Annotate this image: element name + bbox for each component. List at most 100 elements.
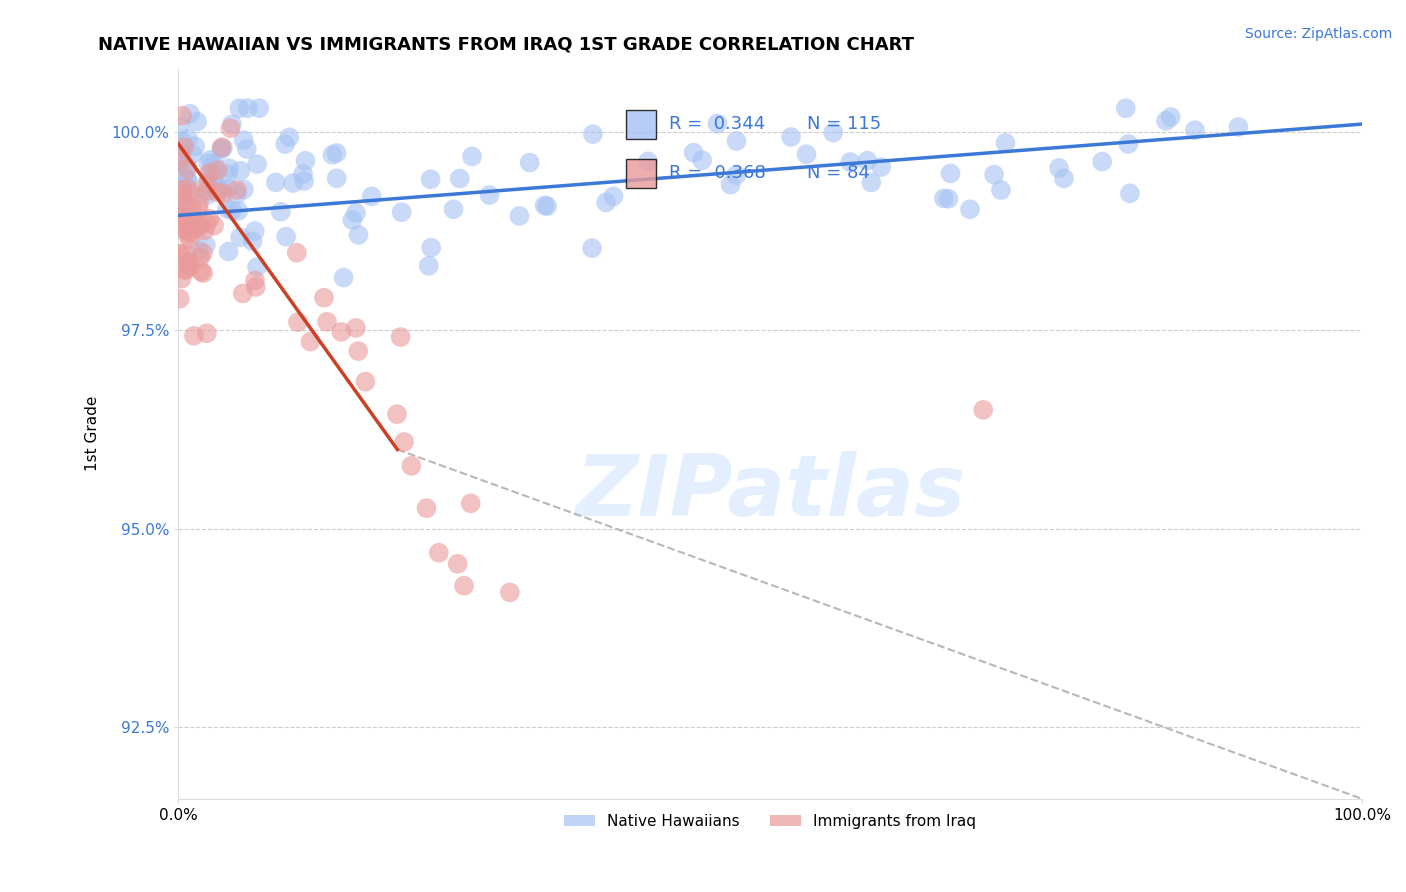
- Point: [321, 148, 343, 162]
- Point: [449, 171, 471, 186]
- Point: [209, 142, 232, 156]
- Point: [221, 203, 243, 218]
- Point: [1053, 171, 1076, 186]
- Point: [188, 244, 211, 258]
- Point: [325, 146, 347, 161]
- Point: [330, 325, 353, 339]
- Point: [354, 375, 377, 389]
- Point: [221, 117, 243, 131]
- Point: [212, 141, 235, 155]
- Point: [184, 213, 207, 227]
- Point: [1160, 110, 1182, 124]
- Point: [453, 579, 475, 593]
- Point: [195, 185, 218, 199]
- Point: [195, 217, 218, 231]
- Point: [460, 496, 482, 510]
- Point: [720, 178, 742, 192]
- Point: [994, 136, 1017, 150]
- Point: [508, 209, 530, 223]
- Point: [183, 221, 205, 235]
- Point: [180, 186, 202, 201]
- Point: [385, 407, 408, 421]
- Point: [177, 181, 200, 195]
- Point: [536, 199, 558, 213]
- Point: [1115, 101, 1137, 115]
- Point: [292, 167, 315, 181]
- Point: [202, 157, 225, 171]
- Point: [347, 344, 370, 359]
- Point: [217, 202, 239, 216]
- Point: [332, 270, 354, 285]
- Point: [287, 315, 309, 329]
- Point: [172, 182, 194, 196]
- Y-axis label: 1st Grade: 1st Grade: [86, 396, 100, 471]
- Point: [179, 107, 201, 121]
- Point: [938, 192, 960, 206]
- Point: [264, 175, 287, 189]
- Point: [860, 175, 883, 189]
- Point: [218, 244, 240, 259]
- Point: [602, 189, 624, 203]
- Point: [207, 163, 229, 178]
- Point: [389, 330, 412, 344]
- Point: [499, 585, 522, 599]
- Point: [226, 203, 249, 218]
- Point: [187, 220, 209, 235]
- Point: [194, 238, 217, 252]
- Point: [274, 229, 297, 244]
- Point: [270, 204, 292, 219]
- Legend: Native Hawaiians, Immigrants from Iraq: Native Hawaiians, Immigrants from Iraq: [558, 808, 983, 835]
- Point: [200, 153, 222, 167]
- Point: [202, 168, 225, 182]
- Point: [169, 292, 191, 306]
- Point: [823, 126, 845, 140]
- Point: [184, 139, 207, 153]
- Point: [391, 205, 413, 219]
- Text: NATIVE HAWAIIAN VS IMMIGRANTS FROM IRAQ 1ST GRADE CORRELATION CHART: NATIVE HAWAIIAN VS IMMIGRANTS FROM IRAQ …: [98, 36, 914, 54]
- Point: [187, 196, 209, 211]
- Point: [177, 255, 200, 269]
- Point: [519, 155, 541, 169]
- Point: [179, 232, 201, 246]
- Point: [637, 154, 659, 169]
- Point: [172, 187, 194, 202]
- Point: [179, 259, 201, 273]
- Point: [197, 188, 219, 202]
- Point: [198, 211, 221, 226]
- Point: [243, 273, 266, 287]
- Point: [360, 189, 382, 203]
- Point: [176, 222, 198, 236]
- Point: [173, 223, 195, 237]
- Point: [198, 166, 221, 180]
- Point: [195, 326, 218, 341]
- Point: [1227, 120, 1250, 134]
- Point: [839, 155, 862, 169]
- Point: [173, 263, 195, 277]
- Point: [188, 215, 211, 229]
- Point: [427, 546, 450, 560]
- Point: [242, 235, 264, 249]
- Point: [197, 156, 219, 170]
- Point: [209, 183, 232, 197]
- Point: [177, 174, 200, 188]
- Point: [401, 458, 423, 473]
- Text: ZIPatlas: ZIPatlas: [575, 450, 966, 533]
- Point: [344, 321, 367, 335]
- Point: [186, 220, 208, 235]
- Point: [990, 183, 1012, 197]
- Point: [191, 246, 214, 260]
- Point: [177, 227, 200, 242]
- Point: [232, 182, 254, 196]
- Point: [236, 142, 259, 156]
- Point: [1154, 113, 1177, 128]
- Point: [246, 157, 269, 171]
- Point: [195, 178, 218, 192]
- Point: [170, 211, 193, 226]
- Point: [939, 166, 962, 180]
- Point: [347, 227, 370, 242]
- Point: [1184, 123, 1206, 137]
- Point: [190, 264, 212, 278]
- Point: [172, 136, 194, 150]
- Point: [197, 183, 219, 197]
- Point: [232, 286, 254, 301]
